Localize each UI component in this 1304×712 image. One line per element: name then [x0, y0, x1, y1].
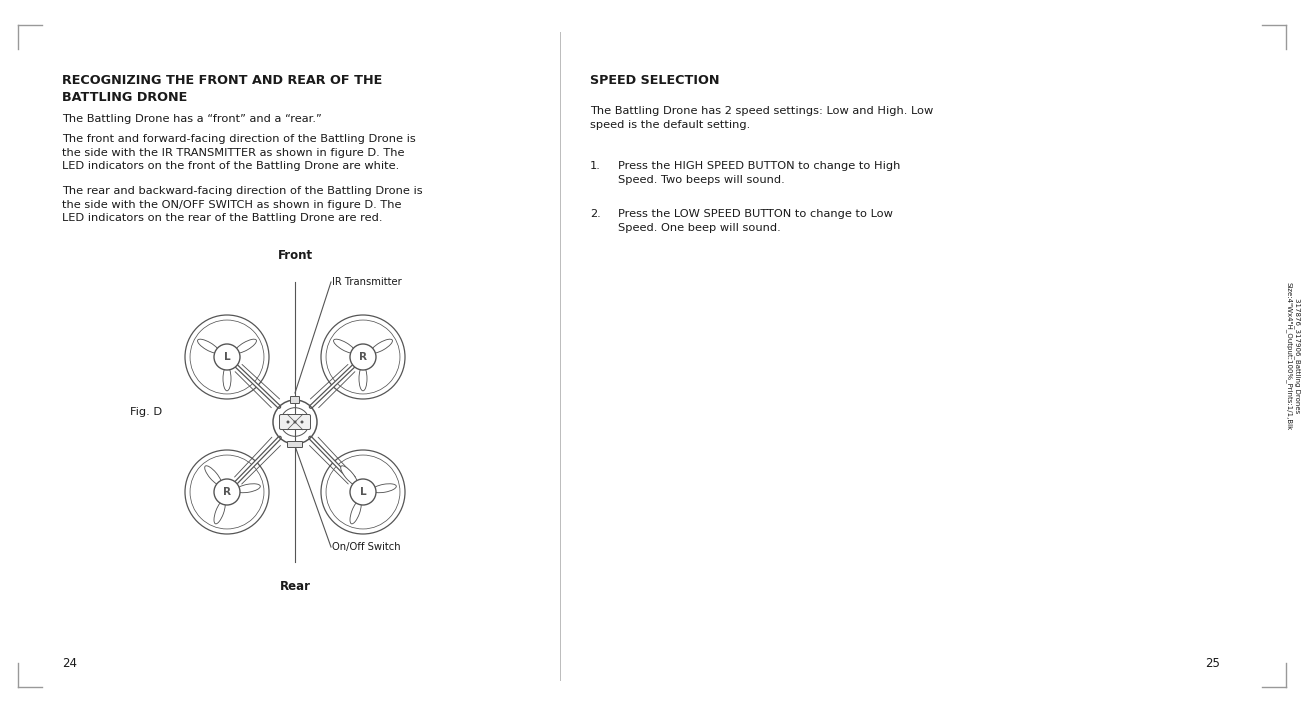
Circle shape — [300, 421, 304, 424]
Text: The Battling Drone has 2 speed settings: Low and High. Low
speed is the default : The Battling Drone has 2 speed settings:… — [589, 106, 934, 130]
Circle shape — [349, 344, 376, 370]
Text: L: L — [224, 352, 231, 362]
Circle shape — [214, 344, 240, 370]
Text: Front: Front — [278, 249, 313, 262]
Text: RECOGNIZING THE FRONT AND REAR OF THE: RECOGNIZING THE FRONT AND REAR OF THE — [63, 74, 382, 87]
Ellipse shape — [370, 339, 393, 353]
Circle shape — [293, 421, 296, 424]
Text: On/Off Switch: On/Off Switch — [333, 542, 400, 552]
Text: R: R — [359, 352, 366, 362]
Text: 25: 25 — [1205, 657, 1219, 670]
Text: The Battling Drone has a “front” and a “rear.”: The Battling Drone has a “front” and a “… — [63, 114, 322, 124]
Text: R: R — [223, 487, 231, 497]
Text: 2.: 2. — [589, 209, 601, 219]
Text: Press the LOW SPEED BUTTON to change to Low
Speed. One beep will sound.: Press the LOW SPEED BUTTON to change to … — [618, 209, 893, 233]
Text: 1.: 1. — [589, 161, 601, 171]
Text: 24: 24 — [63, 657, 77, 670]
Circle shape — [214, 479, 240, 505]
Ellipse shape — [223, 367, 231, 391]
Circle shape — [287, 421, 289, 424]
Text: The rear and backward-facing direction of the Battling Drone is
the side with th: The rear and backward-facing direction o… — [63, 186, 422, 223]
Text: 317876_317906_Battling Drones
Size:4"Wx4"H_Output:100%_Prints:1/1,Blk: 317876_317906_Battling Drones Size:4"Wx4… — [1286, 282, 1301, 430]
Text: Rear: Rear — [279, 580, 310, 593]
Ellipse shape — [197, 339, 219, 353]
Ellipse shape — [359, 367, 366, 391]
Ellipse shape — [235, 339, 257, 353]
FancyBboxPatch shape — [279, 414, 310, 429]
Ellipse shape — [349, 501, 361, 524]
Text: Fig. D: Fig. D — [130, 407, 162, 417]
Ellipse shape — [214, 501, 226, 524]
FancyBboxPatch shape — [287, 441, 303, 448]
Text: The front and forward-facing direction of the Battling Drone is
the side with th: The front and forward-facing direction o… — [63, 134, 416, 171]
Text: BATTLING DRONE: BATTLING DRONE — [63, 91, 188, 104]
Ellipse shape — [334, 339, 355, 353]
Ellipse shape — [372, 483, 396, 493]
Text: IR Transmitter: IR Transmitter — [333, 277, 402, 287]
Text: SPEED SELECTION: SPEED SELECTION — [589, 74, 720, 87]
Ellipse shape — [236, 483, 261, 493]
FancyBboxPatch shape — [291, 397, 300, 404]
Ellipse shape — [340, 466, 357, 485]
Text: L: L — [360, 487, 366, 497]
Ellipse shape — [205, 466, 222, 485]
Circle shape — [349, 479, 376, 505]
Text: Press the HIGH SPEED BUTTON to change to High
Speed. Two beeps will sound.: Press the HIGH SPEED BUTTON to change to… — [618, 161, 900, 184]
